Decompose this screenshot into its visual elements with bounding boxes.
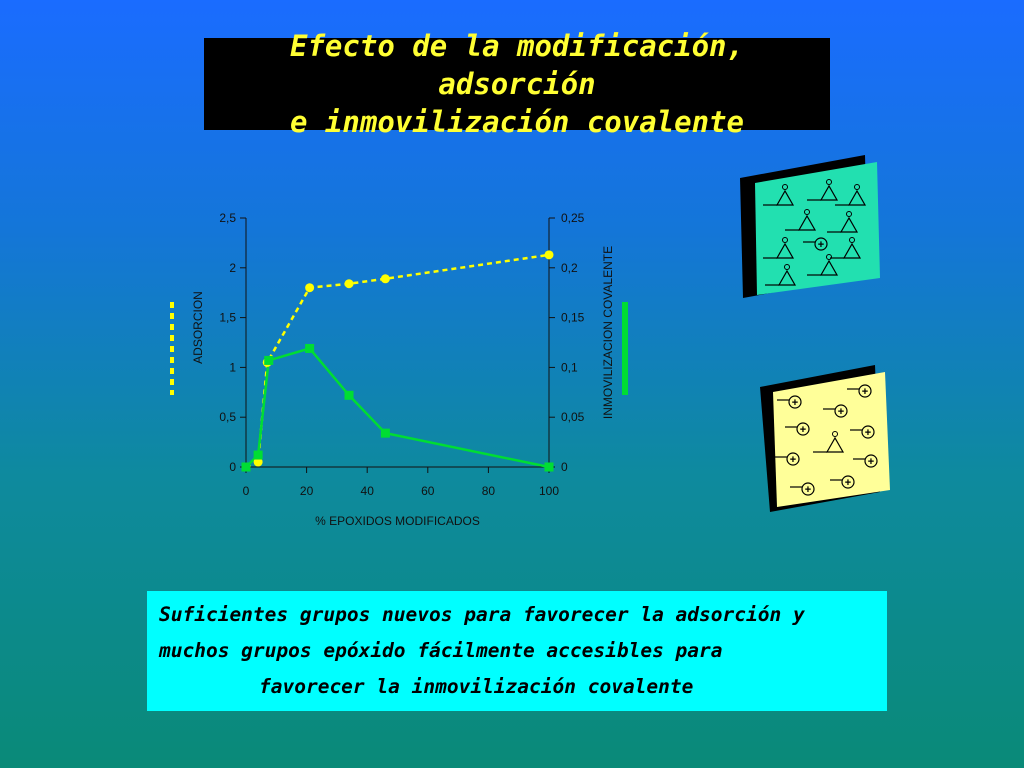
chart-labels: 0 0,5 1 1,5 2 2,5 0 0,05 0,1 0,15 0,2 0,25 0 20 40 60 80… [170, 211, 628, 528]
charge-circle [796, 422, 810, 436]
y-right-tick-label: 0,2 [561, 261, 578, 275]
adsorcion-point [380, 274, 390, 284]
inmovilizacion-point [344, 390, 354, 400]
x-tick-label: 0 [243, 484, 250, 498]
inmovilizacion-point [253, 450, 263, 460]
inmovilizacion-point [241, 462, 251, 472]
epoxide-oxygen [782, 237, 788, 243]
x-tick-label: 60 [421, 484, 435, 498]
positive-charge-label: + [865, 427, 871, 439]
y-left-tick-label: 1 [229, 360, 236, 374]
caption-box: Suficientes grupos nuevos para favorecer… [147, 591, 887, 711]
epoxide-ring [775, 189, 795, 206]
charge-circle [788, 395, 802, 409]
positive-charge-label: + [845, 477, 851, 489]
inmovilizacion-point [380, 428, 390, 438]
chart-axes [240, 217, 555, 473]
charge-circle [861, 425, 875, 439]
charge-circle [814, 237, 828, 251]
y-right-tick-label: 0,1 [561, 360, 578, 374]
epoxide-ring [842, 242, 862, 259]
epoxide-support-illustration: + [740, 155, 880, 298]
positive-charge-label: + [862, 386, 868, 398]
y-left-tick-label: 1,5 [219, 311, 236, 325]
caption-line-1: Suficientes grupos nuevos para favorecer… [159, 603, 805, 626]
charge-circle [786, 452, 800, 466]
adsorcion-point [305, 283, 315, 293]
positive-charge-label: + [868, 456, 874, 468]
positive-charge-label: + [800, 424, 806, 436]
x-tick-label: 40 [361, 484, 375, 498]
amino-groups: + + + + + + + + + [775, 384, 878, 496]
x-axis-title: % EPOXIDOS MODIFICADOS [315, 514, 480, 528]
title-box: Efecto de la modificación, adsorción e i… [204, 29, 830, 139]
y-right-tick-label: 0,15 [561, 311, 585, 325]
chart-series [241, 250, 554, 472]
dual-axis-chart: 0 0,5 1 1,5 2 2,5 0 0,05 0,1 0,15 0,2 0,25 0 20 40 60 80… [170, 211, 628, 528]
x-tick-label: 20 [300, 484, 314, 498]
adsorcion-point [544, 250, 554, 260]
amino-support-illustration: + + + + + + + + + [760, 365, 890, 512]
positive-charge-label: + [805, 484, 811, 496]
epoxide-oxygen [846, 211, 852, 217]
y-right-axis-title: INMOVILIZACION COVALENTE [601, 246, 615, 419]
epoxide-groups: + [763, 179, 867, 286]
y-left-tick-label: 2 [229, 261, 236, 275]
support-surface [755, 162, 880, 295]
y-left-tick-label: 0 [229, 460, 236, 474]
epoxide-oxygen [804, 209, 810, 215]
charge-circle [864, 454, 878, 468]
y-right-tick-label: 0 [561, 460, 568, 474]
charge-circle [841, 475, 855, 489]
epoxide-ring [839, 216, 859, 233]
epoxide-ring [847, 189, 867, 206]
epoxide-ring [797, 214, 817, 231]
x-tick-label: 80 [482, 484, 496, 498]
inmovilizacion-line [245, 347, 550, 469]
epoxide-oxygen [832, 431, 838, 437]
positive-charge-label: + [790, 454, 796, 466]
positive-charge-label: + [838, 406, 844, 418]
charge-circle [858, 384, 872, 398]
caption-line-2: muchos grupos epóxido fácilmente accesib… [159, 639, 723, 662]
epoxide-ring [819, 184, 839, 201]
epoxide-ring [819, 259, 839, 276]
title-line-1: Efecto de la modificación, adsorción [290, 29, 744, 101]
inmovilizacion-point [544, 462, 554, 472]
epoxide-ring [775, 242, 795, 259]
x-tick-label: 100 [539, 484, 559, 498]
epoxide-oxygen [849, 237, 855, 243]
support-surface [773, 372, 890, 507]
positive-charge-label: + [792, 397, 798, 409]
epoxide-ring [825, 436, 845, 453]
epoxide-oxygen [854, 184, 860, 190]
title-line-2: e inmovilización covalente [290, 105, 744, 139]
y-left-tick-label: 2,5 [219, 211, 236, 225]
charge-circle [801, 482, 815, 496]
caption-line-3: favorecer la inmovilización covalente [259, 675, 694, 698]
positive-charge-label: + [818, 239, 824, 251]
epoxide-oxygen [826, 254, 832, 260]
adsorcion-point [253, 457, 263, 467]
inmovilizacion-point [264, 355, 274, 365]
epoxide-oxygen [826, 179, 832, 185]
y-right-tick-label: 0,25 [561, 211, 585, 225]
y-left-tick-label: 0,5 [219, 410, 236, 424]
epoxide-oxygen [784, 264, 790, 270]
adsorcion-point [344, 279, 354, 289]
inmovilizacion-point [305, 343, 315, 353]
epoxide-oxygen [782, 184, 788, 190]
charge-circle [834, 404, 848, 418]
y-left-axis-title: ADSORCION [191, 291, 205, 364]
epoxide-ring [777, 269, 797, 286]
y-right-tick-label: 0,05 [561, 410, 585, 424]
